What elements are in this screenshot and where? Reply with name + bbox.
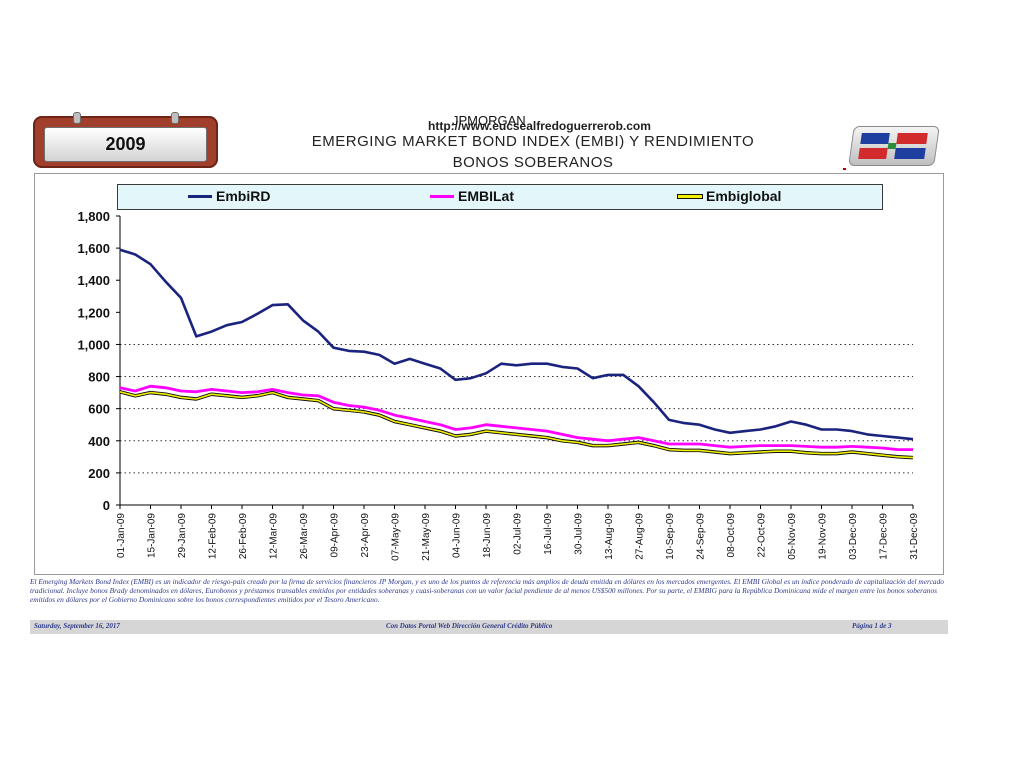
calendar-ring-icon [171, 112, 179, 124]
series-line-embiglobal [119, 391, 914, 459]
x-tick-label: 31-Dec-09 [909, 513, 920, 560]
red-mark [843, 168, 846, 170]
footer-bar: Saturday, September 16, 2017 Con Datos P… [30, 620, 948, 634]
chart-title: EMERGING MARKET BOND INDEX (EMBI) Y REND… [311, 133, 755, 150]
x-tick-label: 08-Oct-09 [726, 513, 737, 558]
x-tick-label: 18-Jun-09 [482, 513, 493, 558]
legend-label-embiglobal: Embiglobal [706, 188, 782, 204]
series-line-embilat [119, 384, 913, 452]
y-tick-label: 400 [88, 434, 110, 449]
x-tick-label: 10-Sep-09 [665, 513, 676, 560]
x-tick-label: 16-Jul-09 [543, 513, 554, 555]
x-tick-label: 26-Mar-09 [299, 513, 310, 560]
x-tick-label: 09-Apr-09 [330, 513, 341, 558]
x-tick-label: 02-Jul-09 [513, 513, 524, 555]
legend-item-embird: EmbiRD [188, 188, 270, 204]
legend-item-embiglobal: Embiglobal [678, 188, 781, 204]
x-tick-label: 07-May-09 [391, 513, 402, 561]
x-tick-label: 19-Nov-09 [818, 513, 829, 560]
source-label: JPMORGAN [452, 113, 526, 128]
x-tick-label: 27-Aug-09 [635, 513, 646, 560]
chart-area: 0 200 400 600 800 1,000 1,200 1,400 1,600 1,800 01… [34, 173, 944, 575]
y-tick-label: 600 [88, 402, 110, 417]
y-tick-label: 1,000 [77, 337, 110, 352]
x-tick-label: 04-Jun-09 [452, 513, 463, 558]
x-tick-label: 22-Oct-09 [757, 513, 768, 558]
x-tick-label: 03-Dec-09 [848, 513, 859, 560]
calendar-ring-icon [73, 112, 81, 124]
legend-swatch-embird [188, 194, 212, 198]
y-tick-label: 1,400 [77, 273, 110, 288]
x-tick-label: 13-Aug-09 [604, 513, 615, 560]
dominican-flag-logo-icon [848, 126, 940, 166]
series-line-embiglobal-outline [119, 390, 914, 460]
year-label: 2009 [44, 127, 207, 162]
x-tick-label: 01-Jan-09 [116, 513, 127, 558]
chart-legend: EmbiRD EMBILat Embiglobal [117, 184, 883, 210]
website-url: http://www.eucsealfredoguerrerob.com [428, 119, 651, 133]
series-line-embird [119, 248, 914, 441]
x-tick-label: 30-Jul-09 [574, 513, 585, 555]
line-chart: 0 200 400 600 800 1,000 1,200 1,400 1,600 1,800 01… [77, 209, 920, 561]
legend-label-embilat: EMBILat [458, 188, 514, 204]
year-badge: 2009 [33, 112, 218, 168]
chart-subtitle: BONOS SOBERANOS [452, 154, 614, 171]
x-tick-label: 29-Jan-09 [177, 513, 188, 558]
x-tick-label: 23-Apr-09 [360, 513, 371, 558]
x-tick-label: 17-Dec-09 [879, 513, 890, 560]
x-tick-label: 12-Feb-09 [208, 513, 219, 560]
footer-date: Saturday, September 16, 2017 [34, 622, 120, 630]
legend-item-embilat: EMBILat [430, 188, 514, 204]
y-tick-label: 1,200 [77, 305, 110, 320]
embi-description-note: El Emerging Markets Bond Index (EMBI) es… [30, 577, 945, 604]
y-tick-label: 1,800 [77, 209, 110, 224]
x-tick-label: 26-Feb-09 [238, 513, 249, 560]
x-tick-label: 05-Nov-09 [787, 513, 798, 560]
y-tick-label: 1,600 [77, 241, 110, 256]
footer-page: Página 1 de 3 [852, 622, 892, 630]
y-tick-label: 0 [103, 498, 110, 513]
legend-label-embird: EmbiRD [216, 188, 271, 204]
x-tick-label: 21-May-09 [421, 513, 432, 561]
y-tick-label: 200 [88, 466, 110, 481]
x-tick-label: 15-Jan-09 [147, 513, 158, 558]
legend-swatch-embiglobal [678, 194, 702, 198]
legend-swatch-embilat [430, 194, 454, 198]
footer-source: Con Datos Portal Web Dirección General C… [386, 622, 553, 630]
x-tick-label: 12-Mar-09 [269, 513, 280, 560]
y-tick-label: 800 [88, 370, 110, 385]
x-tick-label: 24-Sep-09 [696, 513, 707, 560]
